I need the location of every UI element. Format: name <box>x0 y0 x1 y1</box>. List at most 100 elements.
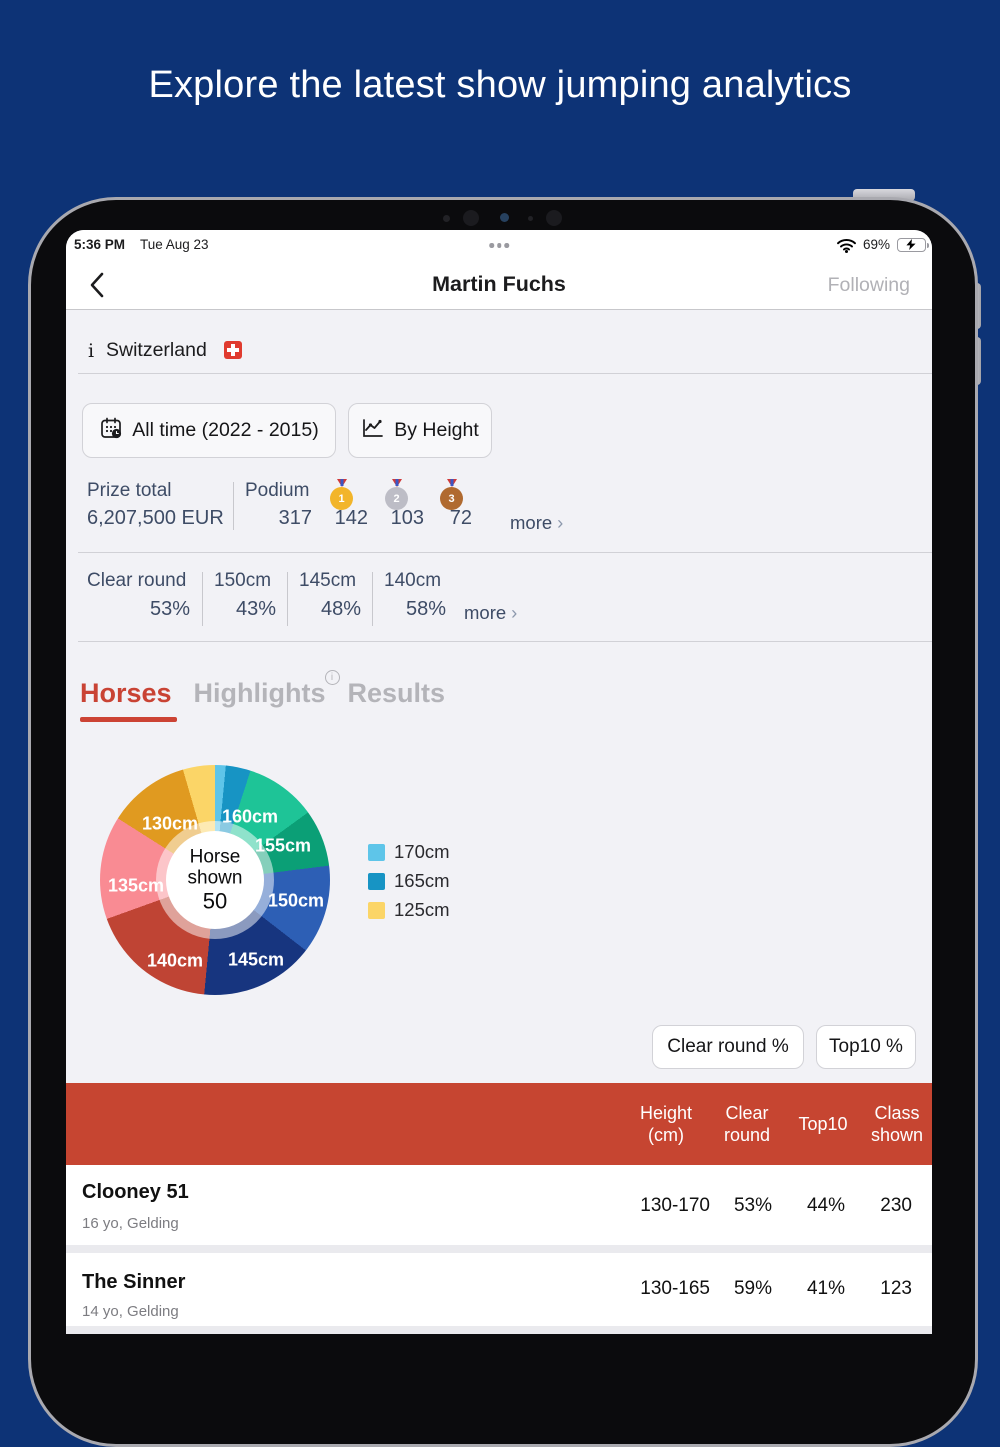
clear-round-percent-button[interactable]: Clear round % <box>652 1025 804 1069</box>
legend-swatch <box>368 901 385 919</box>
slice-label-135cm: 135cm <box>107 875 165 896</box>
column-header-class-shown[interactable]: Class shown <box>870 1103 924 1145</box>
info-icon[interactable]: i <box>88 340 95 362</box>
page-title: Explore the latest show jumping analytic… <box>148 64 852 106</box>
horse-details: 16 yo, Gelding <box>82 1215 179 1232</box>
150cm-value: 43% <box>235 598 276 620</box>
legend-swatch <box>368 843 385 861</box>
horse-name: The Sinner <box>82 1271 186 1293</box>
swiss-flag-icon <box>224 341 242 359</box>
top10-percent-button[interactable]: Top10 % <box>816 1025 916 1069</box>
pie-center-value: 50 <box>202 887 228 913</box>
clear-round-cell: 59% <box>733 1278 772 1299</box>
table-header: Height (cm) Clear round Top10 Class shown <box>66 1083 932 1165</box>
time-range-label: All time (2022 - 2015) <box>132 419 319 441</box>
slice-label-155cm: 155cm <box>254 835 312 856</box>
country-label: Switzerland <box>106 339 207 361</box>
status-date: Tue Aug 23 <box>140 237 209 252</box>
chevron-right-icon: › <box>511 602 518 623</box>
divider <box>78 373 932 374</box>
front-camera-icon <box>546 210 562 226</box>
horse-details: 14 yo, Gelding <box>82 1303 179 1320</box>
column-header-clear-round[interactable]: Clear round <box>723 1103 771 1145</box>
silver-count: 103 <box>390 507 424 529</box>
divider <box>233 482 234 530</box>
pie-center-line1: Horse <box>189 846 241 868</box>
slice-label-140cm: 140cm <box>146 950 204 971</box>
slice-label-130cm: 130cm <box>141 813 199 834</box>
tab-bar: Horses Highlights i Results <box>80 670 446 709</box>
table-row[interactable]: The Sinner 14 yo, Gelding 130-165 59% 41… <box>66 1253 932 1326</box>
top10-cell: 44% <box>806 1195 845 1216</box>
clear-round-cell: 53% <box>733 1195 772 1216</box>
pie-center-line2: shown <box>187 867 243 889</box>
divider <box>287 572 288 626</box>
horse-name: Clooney 51 <box>82 1181 189 1203</box>
row-separator <box>66 1326 932 1334</box>
calendar-icon <box>99 416 123 446</box>
battery-charging-icon <box>897 238 929 252</box>
podium-label: Podium <box>245 480 310 501</box>
divider <box>78 552 932 553</box>
front-camera-icon <box>463 210 479 226</box>
more-stats-link[interactable]: more › <box>510 512 564 533</box>
info-icon: i <box>324 670 340 685</box>
height-cell: 130-170 <box>640 1195 710 1216</box>
more-options-icon <box>489 243 509 248</box>
time-range-button[interactable]: All time (2022 - 2015) <box>82 403 336 458</box>
slice-label-150cm: 150cm <box>267 890 325 911</box>
145cm-value: 48% <box>320 598 361 620</box>
following-button[interactable]: Following <box>827 274 910 296</box>
status-time: 5:36 PM <box>74 237 126 252</box>
140cm-label: 140cm <box>384 570 442 591</box>
battery-percent: 69% <box>863 237 891 252</box>
sensor-dot-icon <box>443 215 450 222</box>
divider <box>202 572 203 626</box>
rider-name-title: Martin Fuchs <box>432 272 566 296</box>
gold-medal-icon: 1 <box>330 487 353 510</box>
145cm-label: 145cm <box>299 570 357 591</box>
camera-lens-icon <box>500 213 509 222</box>
slice-label-145cm: 145cm <box>227 949 285 970</box>
line-chart-icon <box>361 416 385 446</box>
chevron-right-icon: › <box>557 512 564 533</box>
class-shown-cell: 230 <box>880 1195 912 1216</box>
row-separator <box>66 1245 932 1253</box>
140cm-value: 58% <box>405 598 446 620</box>
pie-legend: 170cm 165cm 125cm <box>368 841 450 930</box>
horse-height-pie-chart[interactable]: 130cm 160cm 155cm 150cm 145cm 140cm 135c… <box>100 765 330 995</box>
clear-round-label: Clear round <box>87 570 187 591</box>
legend-swatch <box>368 872 385 890</box>
bronze-count: 72 <box>449 507 472 529</box>
slice-label-160cm: 160cm <box>221 806 279 827</box>
legend-item-125cm[interactable]: 125cm <box>368 899 450 920</box>
column-header-height[interactable]: Height (cm) <box>639 1103 693 1145</box>
gold-count: 142 <box>334 507 368 529</box>
more-clear-rounds-link[interactable]: more › <box>464 602 518 623</box>
back-button[interactable] <box>86 271 112 299</box>
tab-results[interactable]: Results <box>347 678 446 708</box>
clear-round-value: 53% <box>149 598 190 620</box>
silver-medal-icon: 2 <box>385 487 408 510</box>
bronze-medal-icon: 3 <box>440 487 463 510</box>
top10-cell: 41% <box>806 1278 845 1299</box>
class-shown-cell: 123 <box>880 1278 912 1299</box>
status-bar: 5:36 PM Tue Aug 23 69% <box>66 230 932 260</box>
prize-total-value: 6,207,500 EUR <box>87 507 224 529</box>
prize-total-label: Prize total <box>87 480 172 501</box>
tab-highlights[interactable]: Highlights i <box>194 670 340 709</box>
wifi-icon <box>836 236 857 258</box>
nav-bar: Martin Fuchs Following <box>66 260 932 310</box>
by-height-button[interactable]: By Height <box>348 403 492 458</box>
tab-horses[interactable]: Horses <box>80 678 172 708</box>
column-header-top10[interactable]: Top10 <box>798 1114 848 1134</box>
height-cell: 130-165 <box>640 1278 710 1299</box>
legend-item-165cm[interactable]: 165cm <box>368 870 450 891</box>
table-row[interactable]: Clooney 51 16 yo, Gelding 130-170 53% 44… <box>66 1165 932 1245</box>
podium-value: 317 <box>278 507 312 529</box>
divider <box>78 641 932 642</box>
pie-center: Horse shown 50 <box>166 831 264 929</box>
by-height-label: By Height <box>394 419 479 441</box>
legend-item-170cm[interactable]: 170cm <box>368 841 450 862</box>
divider <box>372 572 373 626</box>
